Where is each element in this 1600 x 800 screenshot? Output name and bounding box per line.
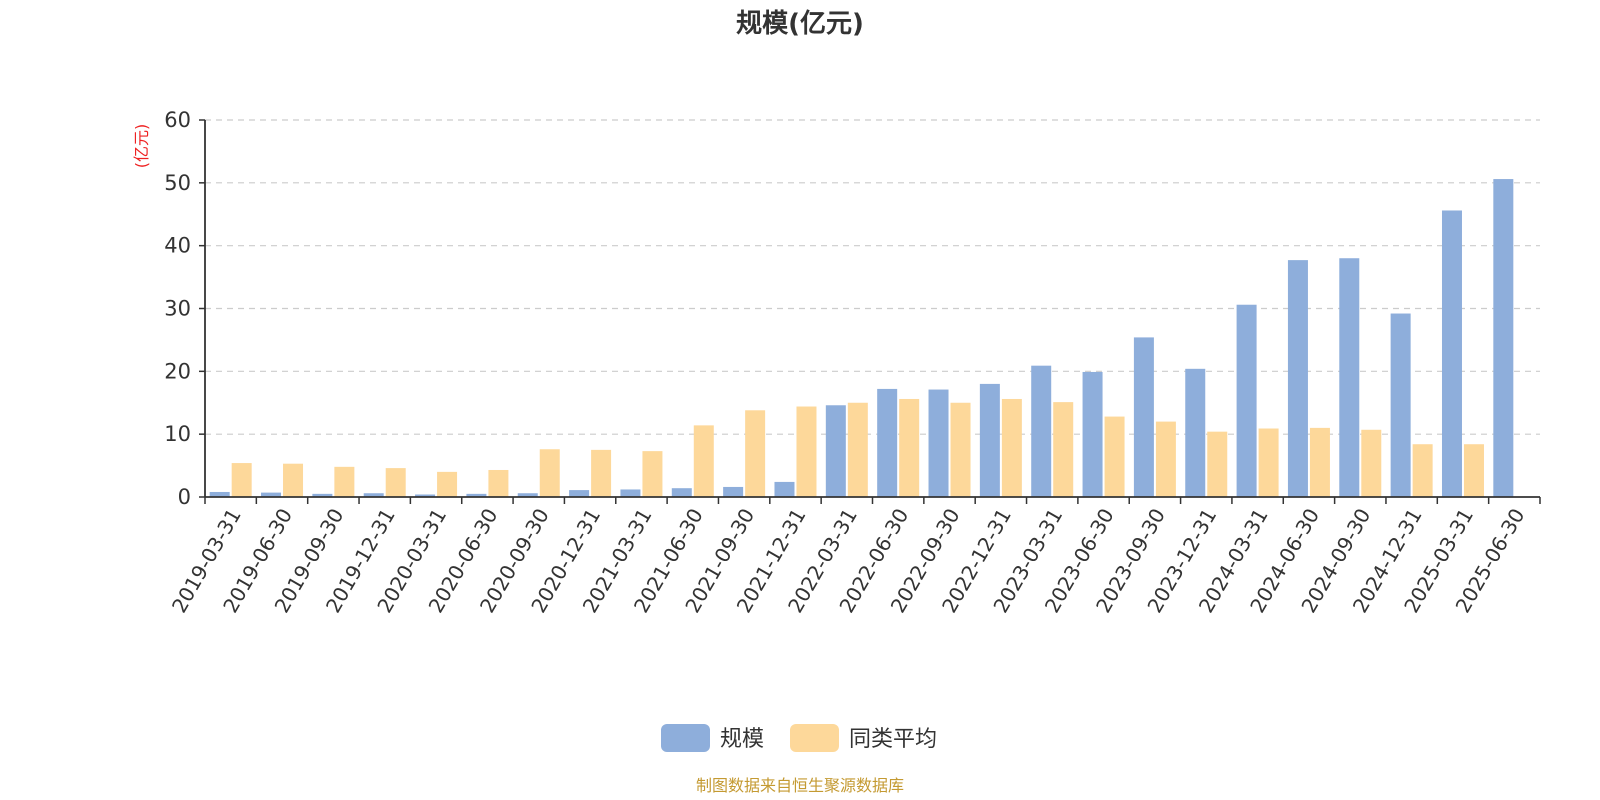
bar-scale[interactable] — [825, 405, 846, 497]
y-tick-label: 30 — [164, 297, 191, 321]
bar-scale[interactable] — [1185, 368, 1206, 497]
bar-scale[interactable] — [261, 492, 282, 497]
bar-scale[interactable] — [1031, 365, 1052, 497]
bar-scale[interactable] — [1287, 260, 1308, 497]
bar-scale[interactable] — [466, 493, 487, 497]
chart-title: 规模(亿元) — [736, 9, 864, 39]
y-tick-label: 50 — [164, 171, 191, 195]
y-tick-label: 60 — [164, 108, 191, 132]
bar-scale[interactable] — [569, 490, 590, 497]
bar-scale[interactable] — [415, 494, 436, 497]
bar-category-average[interactable] — [488, 469, 509, 497]
bar-category-average[interactable] — [1001, 398, 1022, 497]
bar-category-average[interactable] — [385, 468, 406, 497]
bar-category-average[interactable] — [1104, 416, 1125, 497]
legend-label[interactable]: 规模 — [720, 727, 764, 752]
bar-category-average[interactable] — [1309, 427, 1330, 497]
bar-scale[interactable] — [1133, 337, 1154, 497]
bar-category-average[interactable] — [1207, 431, 1228, 497]
y-axis-ticks: 0 10 20 30 40 50 60 — [164, 108, 191, 509]
x-axis-ticks: 2019-03-312019-06-302019-09-302019-12-31… — [167, 504, 1530, 617]
bar-scale[interactable] — [928, 389, 949, 497]
bar-scale[interactable] — [723, 486, 744, 497]
bar-category-average[interactable] — [1155, 421, 1176, 497]
bar-scale[interactable] — [312, 493, 333, 497]
bar-scale[interactable] — [363, 493, 384, 497]
bar-scale[interactable] — [1493, 179, 1514, 497]
bar-category-average[interactable] — [745, 410, 766, 497]
y-tick-label: 10 — [164, 422, 191, 446]
bar-category-average[interactable] — [1258, 428, 1279, 497]
bar-scale[interactable] — [620, 489, 641, 497]
bar-scale[interactable] — [877, 388, 898, 497]
bar-scale[interactable] — [671, 488, 692, 497]
bar-scale[interactable] — [517, 493, 538, 497]
bar-category-average[interactable] — [1463, 444, 1484, 497]
bar-category-average[interactable] — [1053, 402, 1074, 497]
y-tick-label: 40 — [164, 234, 191, 258]
bar-category-average[interactable] — [642, 451, 663, 497]
legend-label[interactable]: 同类平均 — [849, 727, 937, 752]
bar-category-average[interactable] — [283, 463, 304, 497]
bar-scale[interactable] — [1441, 210, 1462, 498]
legend[interactable]: 规模 同类平均 — [661, 724, 937, 752]
bar-category-average[interactable] — [1412, 444, 1433, 497]
legend-swatch[interactable] — [790, 724, 839, 752]
axes — [199, 119, 1541, 504]
source-note: 制图数据来自恒生聚源数据库 — [696, 776, 904, 795]
bar-category-average[interactable] — [796, 406, 817, 497]
bar-category-average[interactable] — [334, 466, 355, 497]
bar-category-average[interactable] — [539, 449, 560, 497]
y-axis-unit-label: (亿元) — [132, 124, 151, 169]
bar-category-average[interactable] — [231, 463, 252, 497]
bar-category-average[interactable] — [847, 402, 868, 497]
y-tick-label: 20 — [164, 359, 191, 383]
bar-category-average[interactable] — [950, 402, 971, 497]
bar-scale[interactable] — [209, 491, 230, 497]
bar-scale[interactable] — [979, 383, 1000, 497]
bar-scale[interactable] — [774, 481, 795, 497]
bar-category-average[interactable] — [899, 398, 920, 497]
bar-category-average[interactable] — [591, 449, 612, 497]
bar-category-average[interactable] — [437, 471, 458, 497]
bar-category-average[interactable] — [693, 425, 714, 497]
y-tick-label: 0 — [178, 485, 191, 509]
legend-swatch[interactable] — [661, 724, 710, 752]
bar-category-average[interactable] — [1361, 429, 1382, 497]
bars — [209, 179, 1514, 498]
bar-scale[interactable] — [1339, 258, 1360, 497]
bar-scale[interactable] — [1082, 371, 1103, 497]
bar-scale[interactable] — [1236, 304, 1257, 497]
bar-scale[interactable] — [1390, 313, 1411, 497]
